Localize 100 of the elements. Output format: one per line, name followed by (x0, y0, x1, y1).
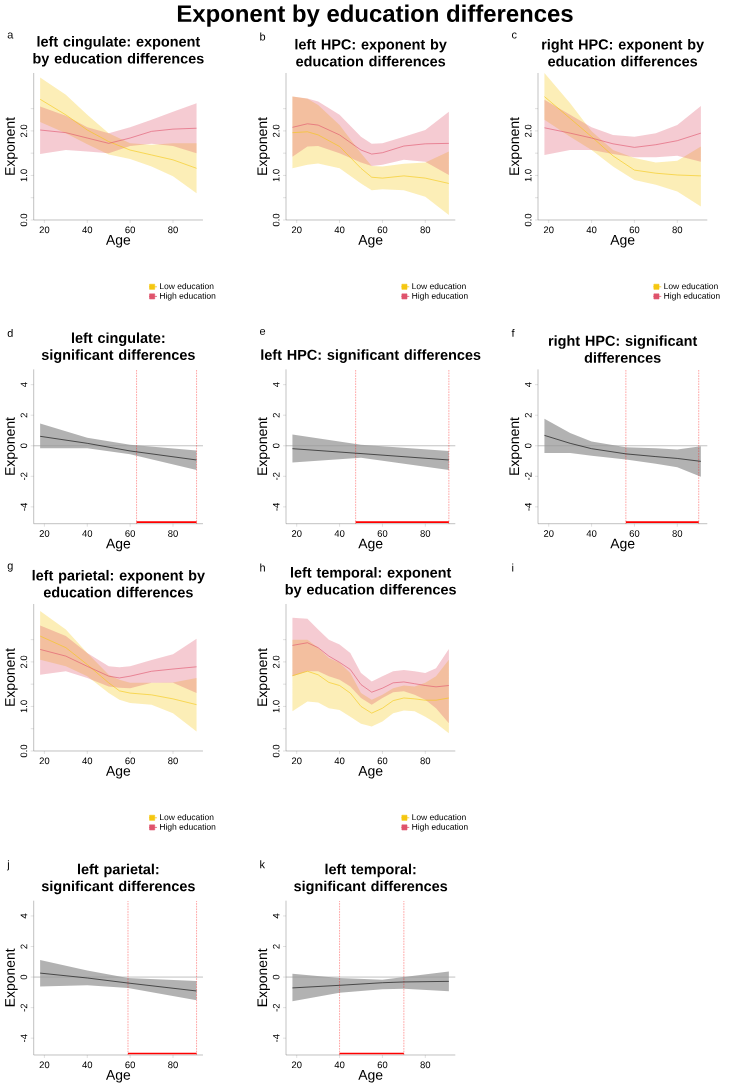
x-tick-label: 60 (377, 226, 388, 234)
y-tick-label: 0.0 (20, 744, 28, 758)
x-tick-label: 80 (420, 530, 431, 537)
y-tick-label: -4 (272, 502, 280, 511)
text: e (259, 328, 266, 335)
y-tick-label: 2 (20, 413, 28, 418)
y-tick-label: 1.0 (20, 169, 28, 182)
x-tick-label: 20 (39, 757, 50, 765)
y-axis-title: Exponent (257, 948, 270, 1007)
y-tick-label: -4 (20, 502, 28, 511)
y-tick-label: 0.0 (272, 744, 280, 758)
line-series (39, 649, 197, 679)
x-axis-title: Age (105, 538, 131, 552)
x-axis-title: Age (358, 538, 383, 552)
y-tick-label: 0 (20, 443, 28, 449)
y-axis-title: Exponent (257, 417, 270, 475)
text: c (511, 32, 517, 39)
y-tick-label: 1.0 (20, 700, 28, 713)
x-tick-label: 40 (82, 226, 93, 234)
line-series (292, 981, 450, 989)
x-tick-label: 80 (420, 226, 431, 234)
chart-title: left temporal: exponent by education differences (285, 567, 456, 598)
x-tick-label: 60 (125, 226, 136, 234)
legend-label: Low education (160, 813, 214, 821)
x-tick-label: 20 (543, 226, 554, 234)
x-tick-label: 20 (291, 530, 302, 537)
y-tick-label: 4 (20, 382, 28, 388)
text: f (511, 328, 515, 337)
y-tick-label: 0 (524, 443, 532, 449)
x-tick-label: 20 (543, 530, 554, 537)
y-tick-label: 0 (272, 443, 280, 449)
x-tick-label: 80 (420, 1061, 431, 1069)
x-tick-label: 40 (334, 530, 345, 537)
text: Exponent by education differences (177, 4, 573, 27)
x-tick-label: 60 (125, 1061, 136, 1069)
x-axis-title: Age (610, 235, 635, 248)
line-series (292, 123, 450, 155)
text: h (260, 563, 265, 572)
legend-label: Low education (664, 282, 718, 290)
chart-title: left cingulate: exponent by education differences (33, 36, 204, 67)
text: g (7, 563, 13, 572)
y-tick-label: 2 (20, 944, 28, 949)
y-axis-title: Exponent (509, 117, 522, 175)
x-tick-label: 20 (291, 757, 302, 765)
y-tick-label: -2 (272, 1003, 280, 1012)
line-series (39, 127, 197, 144)
x-tick-label: 40 (334, 226, 345, 234)
x-tick-label: 60 (125, 757, 136, 765)
x-axis-title: Age (105, 1070, 131, 1083)
y-axis-title: Exponent (257, 648, 270, 706)
line-series (292, 642, 450, 693)
chart-title: left temporal: significant differences (294, 863, 448, 895)
x-tick-label: 40 (334, 1061, 345, 1069)
y-tick-label: 4 (20, 913, 28, 919)
x-axis-title: Age (358, 766, 383, 779)
legend-label: High education (160, 823, 216, 832)
text: i (512, 563, 514, 572)
y-tick-label: 2 (272, 944, 280, 949)
y-tick-label: 2.0 (20, 124, 28, 138)
x-tick-label: 60 (125, 530, 136, 537)
y-tick-label: 2 (524, 413, 532, 418)
x-tick-label: 80 (420, 757, 431, 765)
y-axis-title: Exponent (5, 648, 18, 706)
line-series (544, 96, 702, 177)
y-tick-label: 0.0 (20, 213, 28, 227)
chart-title: right HPC: significant differences (548, 335, 698, 363)
y-tick-label: 4 (272, 382, 280, 388)
x-axis-title: Age (358, 235, 383, 248)
legend-label: Low education (412, 813, 466, 821)
x-tick-label: 40 (82, 757, 93, 765)
x-tick-label: 60 (629, 530, 640, 537)
line-series (292, 131, 450, 184)
x-axis-title: Age (358, 1070, 383, 1083)
text: b (260, 32, 266, 41)
x-tick-label: 60 (377, 530, 388, 537)
y-tick-label: -4 (20, 1034, 28, 1042)
x-tick-label: 80 (168, 226, 178, 234)
x-tick-label: 60 (377, 1061, 388, 1069)
line-series (39, 635, 197, 705)
y-axis-title: Exponent (509, 417, 522, 475)
x-axis-title: Age (105, 766, 131, 779)
x-tick-label: 60 (377, 757, 388, 765)
x-tick-label: 80 (168, 757, 178, 765)
chart-title: left cingulate: significant differences (41, 332, 195, 363)
y-tick-label: 2.0 (272, 655, 280, 669)
y-tick-label: -4 (272, 1034, 280, 1042)
legend-label: Low education (160, 282, 214, 290)
y-axis-title: Exponent (257, 117, 270, 175)
text: k (260, 860, 266, 869)
line-series (544, 127, 702, 148)
line-series (544, 435, 702, 462)
x-tick-label: 40 (334, 757, 345, 765)
y-tick-label: 2.0 (20, 655, 28, 669)
x-tick-label: 40 (586, 530, 597, 537)
y-tick-label: -2 (20, 1003, 28, 1012)
line-series (292, 670, 450, 714)
line-series (39, 98, 197, 169)
x-tick-label: 60 (629, 226, 640, 234)
x-tick-label: 20 (291, 1061, 302, 1069)
y-tick-label: 2.0 (272, 124, 280, 138)
